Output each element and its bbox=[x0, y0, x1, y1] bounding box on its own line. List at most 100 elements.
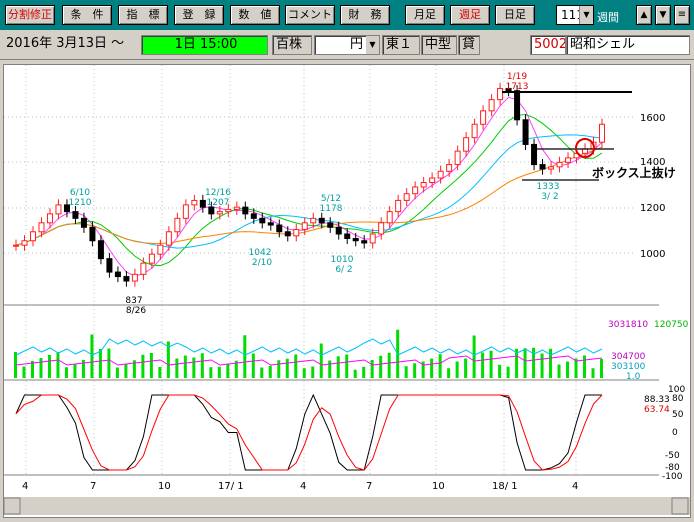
period-value: 111 bbox=[561, 8, 584, 22]
share-unit: 百株 bbox=[272, 35, 312, 55]
candle-body bbox=[165, 231, 172, 246]
x-tick: 7 bbox=[90, 481, 96, 492]
scroll-left-icon[interactable] bbox=[3, 497, 21, 515]
menu-icon[interactable]: ≡ bbox=[674, 5, 690, 25]
chart-area[interactable]: 6/10 1210 837 8/26 12/16 1207 5/12 1178 … bbox=[3, 64, 691, 518]
volume-bar bbox=[98, 349, 102, 378]
candle-body bbox=[437, 170, 444, 179]
candle-body bbox=[480, 110, 487, 125]
register-button[interactable]: 登 録 bbox=[174, 5, 224, 25]
stock-chart[interactable]: 6/10 1210 837 8/26 12/16 1207 5/12 1178 … bbox=[3, 65, 692, 519]
monthly-button[interactable]: 月足 bbox=[405, 5, 445, 25]
weekly-button[interactable]: 週足 bbox=[450, 5, 490, 25]
price-tick: 1000 bbox=[640, 249, 665, 260]
volume-bar bbox=[132, 360, 136, 378]
toolbar: 分割修正 条 件 指 標 登 録 数 値 コメント 財 務 月足 週足 日足 1… bbox=[0, 0, 694, 30]
candle-body bbox=[378, 222, 385, 235]
volume-bar bbox=[141, 354, 145, 378]
chevron-down-icon[interactable]: ▼ bbox=[366, 36, 379, 54]
scroll-right-icon[interactable] bbox=[671, 497, 689, 515]
volume-bar bbox=[14, 352, 17, 378]
osc-tick: -50 bbox=[665, 451, 680, 461]
volume-bar bbox=[217, 366, 221, 378]
info-bar: 2016年 3月13日 ～ 1日 15:00 百株 円 ▼ 東１ 中型 貸 戻る… bbox=[0, 30, 694, 85]
candle-body bbox=[191, 199, 198, 206]
candle-body bbox=[267, 222, 274, 226]
candle-body bbox=[463, 137, 470, 152]
volume-bar bbox=[56, 352, 60, 378]
nav-up-icon[interactable]: ▲ bbox=[636, 5, 652, 25]
scrollbar[interactable] bbox=[4, 497, 690, 515]
margin-label: 貸 bbox=[458, 35, 480, 55]
osc-tick: 0 bbox=[672, 428, 678, 438]
grid bbox=[4, 65, 659, 475]
size-class-label: 中型 bbox=[421, 35, 457, 55]
financials-button[interactable]: 財 務 bbox=[340, 5, 390, 25]
annotation-label: 1042 bbox=[249, 248, 272, 258]
annotation-value: 1178 bbox=[320, 204, 343, 214]
x-tick: 7 bbox=[366, 481, 372, 492]
period-select[interactable]: 111 ▼ bbox=[556, 5, 594, 25]
volume-bar bbox=[234, 360, 238, 378]
candle-body bbox=[318, 217, 325, 224]
volume-bar bbox=[481, 352, 485, 378]
condition-button[interactable]: 条 件 bbox=[62, 5, 112, 25]
volume-bar bbox=[362, 366, 366, 378]
volume-bar bbox=[600, 359, 603, 378]
candle-body bbox=[599, 123, 605, 143]
currency-select[interactable]: 円 ▼ bbox=[314, 35, 380, 55]
candle-body bbox=[327, 222, 334, 228]
annotation-label: 6/10 bbox=[70, 188, 90, 198]
comment-button[interactable]: コメント bbox=[285, 5, 335, 25]
values-button[interactable]: 数 値 bbox=[230, 5, 280, 25]
candle-body bbox=[38, 222, 45, 233]
volume-bar bbox=[243, 335, 247, 378]
candle-body bbox=[565, 157, 572, 163]
candle-body bbox=[55, 204, 62, 215]
volume-bar bbox=[175, 358, 179, 378]
volume-bar bbox=[251, 353, 255, 378]
volume-bar bbox=[532, 347, 536, 378]
chevron-down-icon[interactable]: ▼ bbox=[579, 6, 593, 24]
moving-averages bbox=[15, 96, 603, 277]
box-breakout-label: ボックス上抜け bbox=[592, 165, 676, 180]
candle-body bbox=[497, 87, 504, 101]
x-tick: 10 bbox=[158, 481, 171, 492]
osc-tick: -80 bbox=[665, 463, 680, 473]
candle-body bbox=[63, 204, 70, 213]
candle-body bbox=[539, 164, 546, 170]
annotation-value: 1207 bbox=[207, 198, 230, 208]
volume-bar bbox=[183, 355, 187, 378]
daily-button[interactable]: 日足 bbox=[495, 5, 535, 25]
candle-body bbox=[420, 182, 427, 188]
volume-bar bbox=[158, 367, 162, 378]
volume-bar bbox=[489, 350, 493, 378]
candle-body bbox=[216, 211, 223, 215]
volume-bar bbox=[574, 358, 578, 378]
price-tick: 1200 bbox=[640, 203, 665, 214]
candle-body bbox=[106, 258, 113, 273]
osc-tick: 80 bbox=[672, 394, 684, 404]
indicator-button[interactable]: 指 標 bbox=[118, 5, 168, 25]
volume-line bbox=[15, 338, 603, 356]
volume-bar bbox=[81, 360, 85, 378]
osc-axis: 100 80 50 0 -50 -80 -100 88.33 63.74 bbox=[644, 385, 685, 482]
candle-body bbox=[548, 166, 555, 170]
candle-body bbox=[412, 186, 419, 195]
annotation-value: 2/10 bbox=[252, 258, 272, 268]
volume-bar bbox=[30, 361, 34, 378]
x-tick: 4 bbox=[300, 481, 306, 492]
candle-body bbox=[556, 161, 563, 168]
volume-bar bbox=[515, 348, 519, 378]
candle-body bbox=[369, 233, 376, 244]
osc-tick: -100 bbox=[662, 472, 683, 482]
volume-bar bbox=[64, 367, 68, 378]
annotation-label: 1/19 bbox=[507, 72, 527, 82]
volume-bar bbox=[557, 364, 561, 378]
volume-ratio: 1.0 bbox=[626, 372, 641, 382]
candle-body bbox=[454, 150, 461, 166]
nav-down-icon[interactable]: ▼ bbox=[655, 5, 671, 25]
split-adjust-button[interactable]: 分割修正 bbox=[5, 5, 55, 25]
candle-body bbox=[140, 262, 147, 275]
